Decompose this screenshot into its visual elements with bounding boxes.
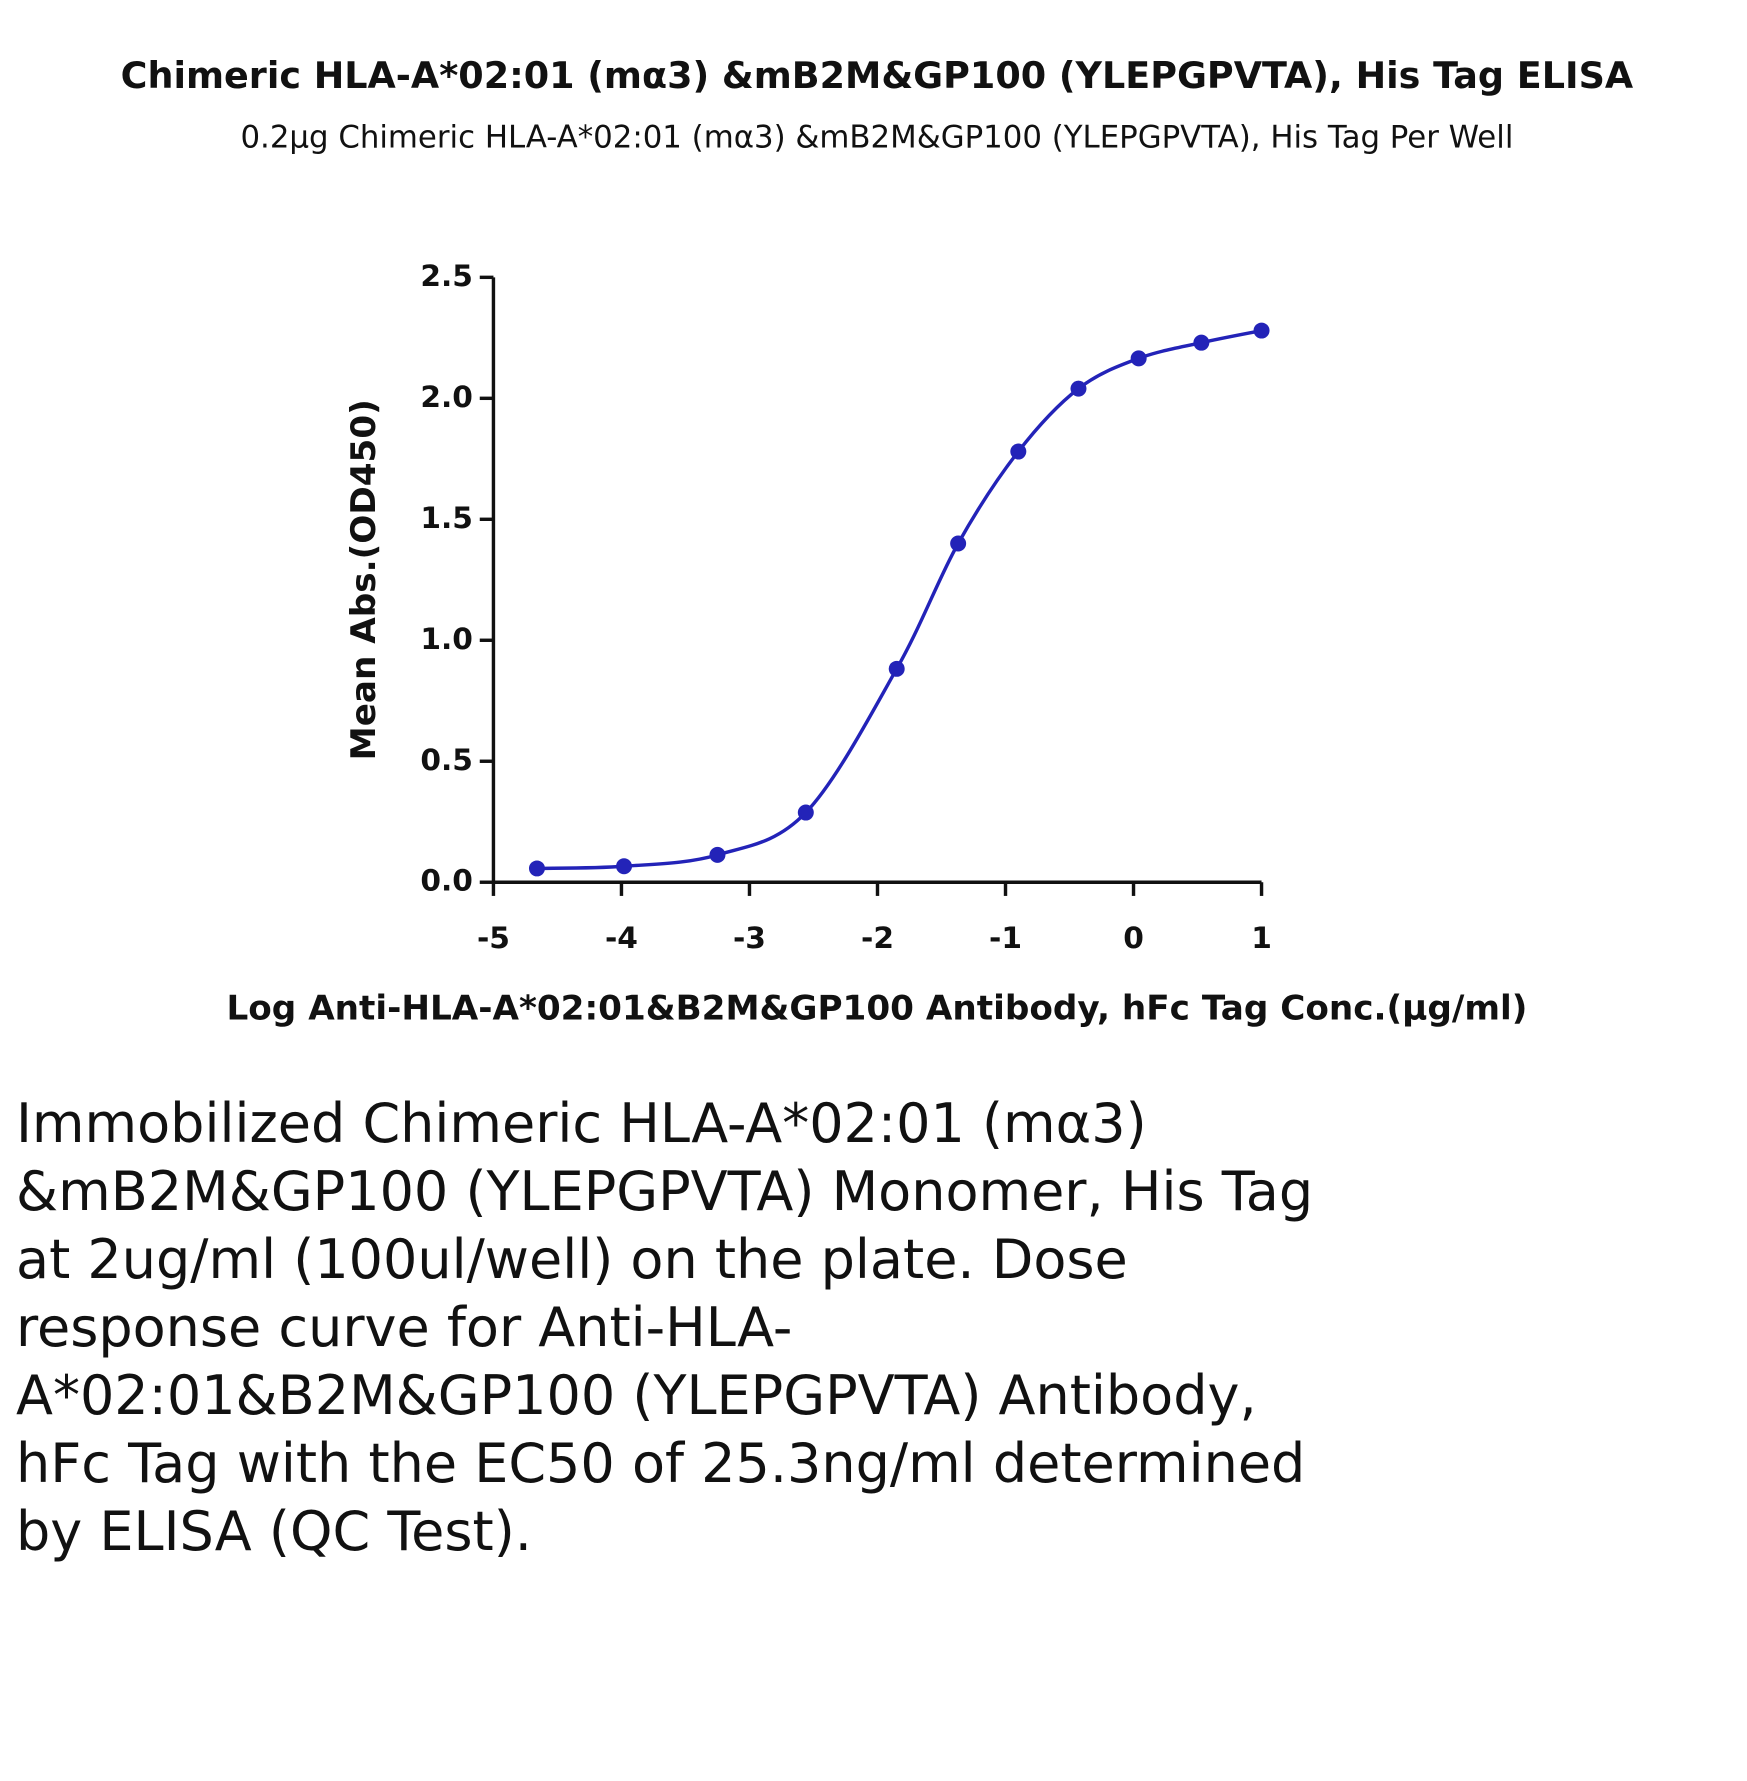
x-tick-label: 0 (1123, 920, 1144, 955)
x-tick-label: -1 (989, 920, 1022, 955)
x-tick-label: -4 (605, 920, 638, 955)
y-tick-label: 1.0 (420, 621, 473, 656)
data-point (888, 660, 905, 677)
data-point (1193, 334, 1210, 351)
chart-title: Chimeric HLA-A*02:01 (mα3) &mB2M&GP100 (… (121, 54, 1634, 97)
data-point (1070, 380, 1087, 397)
x-tick-label: -3 (733, 920, 766, 955)
y-tick-label: 1.5 (420, 500, 473, 535)
data-point (616, 858, 633, 875)
y-tick-label: 2.0 (420, 379, 473, 414)
chart: Chimeric HLA-A*02:01 (mα3) &mB2M&GP100 (… (121, 54, 1634, 1029)
x-tick-label: -5 (477, 920, 510, 955)
data-point (797, 804, 814, 821)
description: Immobilized Chimeric HLA-A*02:01 (mα3) &… (16, 1092, 1314, 1563)
x-tick-label: 1 (1251, 920, 1272, 955)
x-axis-label: Log Anti-HLA-A*02:01&B2M&GP100 Antibody,… (226, 989, 1527, 1029)
data-point (950, 535, 967, 552)
y-tick-label: 0.0 (420, 863, 473, 898)
data-point (528, 860, 545, 877)
y-axis-label: Mean Abs.(OD450) (344, 399, 384, 760)
data-point (1010, 443, 1027, 460)
x-tick-label: -2 (861, 920, 894, 955)
y-tick-label: 2.5 (420, 258, 473, 293)
y-tick-label: 0.5 (420, 742, 473, 777)
data-point (709, 846, 726, 863)
fit-curve (536, 328, 1262, 871)
data-point (1253, 322, 1270, 339)
chart-subtitle: 0.2μg Chimeric HLA-A*02:01 (mα3) &mB2M&G… (240, 120, 1513, 156)
data-point (1130, 350, 1147, 367)
